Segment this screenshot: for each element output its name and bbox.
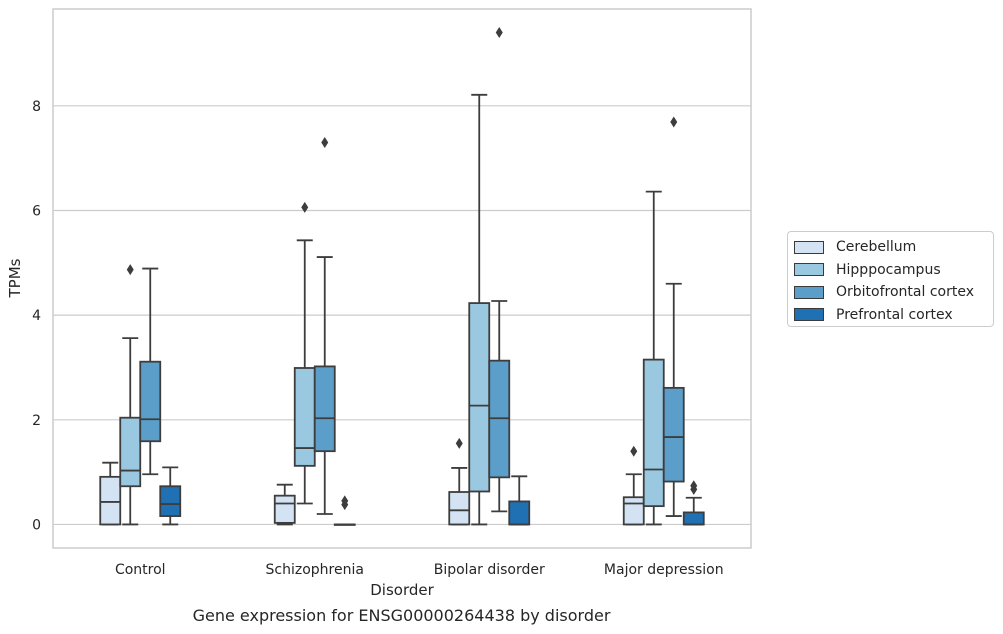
outlier-point [455,437,463,449]
y-tick-label: 8 [32,99,41,115]
legend-item: Hipppocampus [788,259,993,282]
box-iqr [139,360,162,443]
box-iqr [119,416,142,488]
plot-frame [52,8,752,549]
y-tick-labels: 0 2 4 6 8 [32,99,41,534]
legend-item: Prefrontal cortex [788,304,993,327]
legend-swatch [794,263,824,277]
y-tick-label: 2 [32,413,41,429]
x-tick-label: Schizophrenia [266,562,364,578]
legend-label: Cerebellum [836,239,917,256]
box-iqr [622,496,645,526]
x-tick-label: Bipolar disorder [434,562,545,578]
legend-label: Hipppocampus [836,261,941,278]
box-prefrontal-cortex [333,495,356,526]
legend-item: Cerebellum [788,236,993,259]
y-tick-label: 4 [32,308,41,324]
box-iqr [159,485,182,517]
legend-swatch [794,285,824,299]
box-orbitofrontal-cortex [139,267,162,476]
y-axis-label: TPMs [6,258,24,298]
box-hipppocampus [119,264,142,526]
box-prefrontal-cortex [159,466,182,526]
box-iqr [468,302,491,493]
y-tick-label: 0 [32,517,41,533]
chart-caption: Gene expression for ENSG00000264438 by d… [192,606,611,625]
legend-item: Orbitofrontal cortex [788,281,993,304]
outlier-point [321,136,329,148]
box-hipppocampus [468,93,491,526]
legend: Cerebellum Hipppocampus Orbitofrontal cort… [787,231,994,327]
outlier-point [690,480,698,492]
box-cerebellum [273,483,296,526]
box-orbitofrontal-cortex [488,27,511,513]
x-axis-label: Disorder [370,581,434,599]
x-tick-label: Major depression [604,562,724,578]
x-tick-label: Control [115,562,166,578]
outlier-point [630,445,638,457]
box-iqr [313,365,336,453]
outlier-point [670,116,678,128]
box-cerebellum [622,445,645,526]
box-iqr [642,358,665,508]
box-iqr [99,475,122,526]
outlier-point [126,264,134,276]
outlier-point [495,27,503,39]
y-tick-label: 6 [32,203,41,219]
box-prefrontal-cortex [682,480,705,526]
box-iqr [448,491,471,526]
legend-swatch [794,240,824,254]
box-iqr [662,386,685,483]
box-prefrontal-cortex [508,475,531,526]
box-iqr [682,511,705,526]
x-tick-labels: Control Schizophrenia Bipolar disorder Majo… [115,562,724,578]
box-orbitofrontal-cortex [313,136,336,515]
box-cerebellum [99,461,122,526]
outlier-point [301,201,309,213]
legend-label: Prefrontal cortex [836,306,953,323]
legend-swatch [794,308,824,322]
legend-label: Orbitofrontal cortex [836,284,974,301]
box-iqr [508,500,531,526]
box-cerebellum [448,437,471,526]
box-iqr [293,367,316,467]
box-hipppocampus [293,201,316,505]
box-iqr [273,494,296,524]
outlier-point [341,495,349,507]
box-orbitofrontal-cortex [662,116,685,517]
box-plot-series [99,27,705,526]
box-hipppocampus [642,190,665,526]
